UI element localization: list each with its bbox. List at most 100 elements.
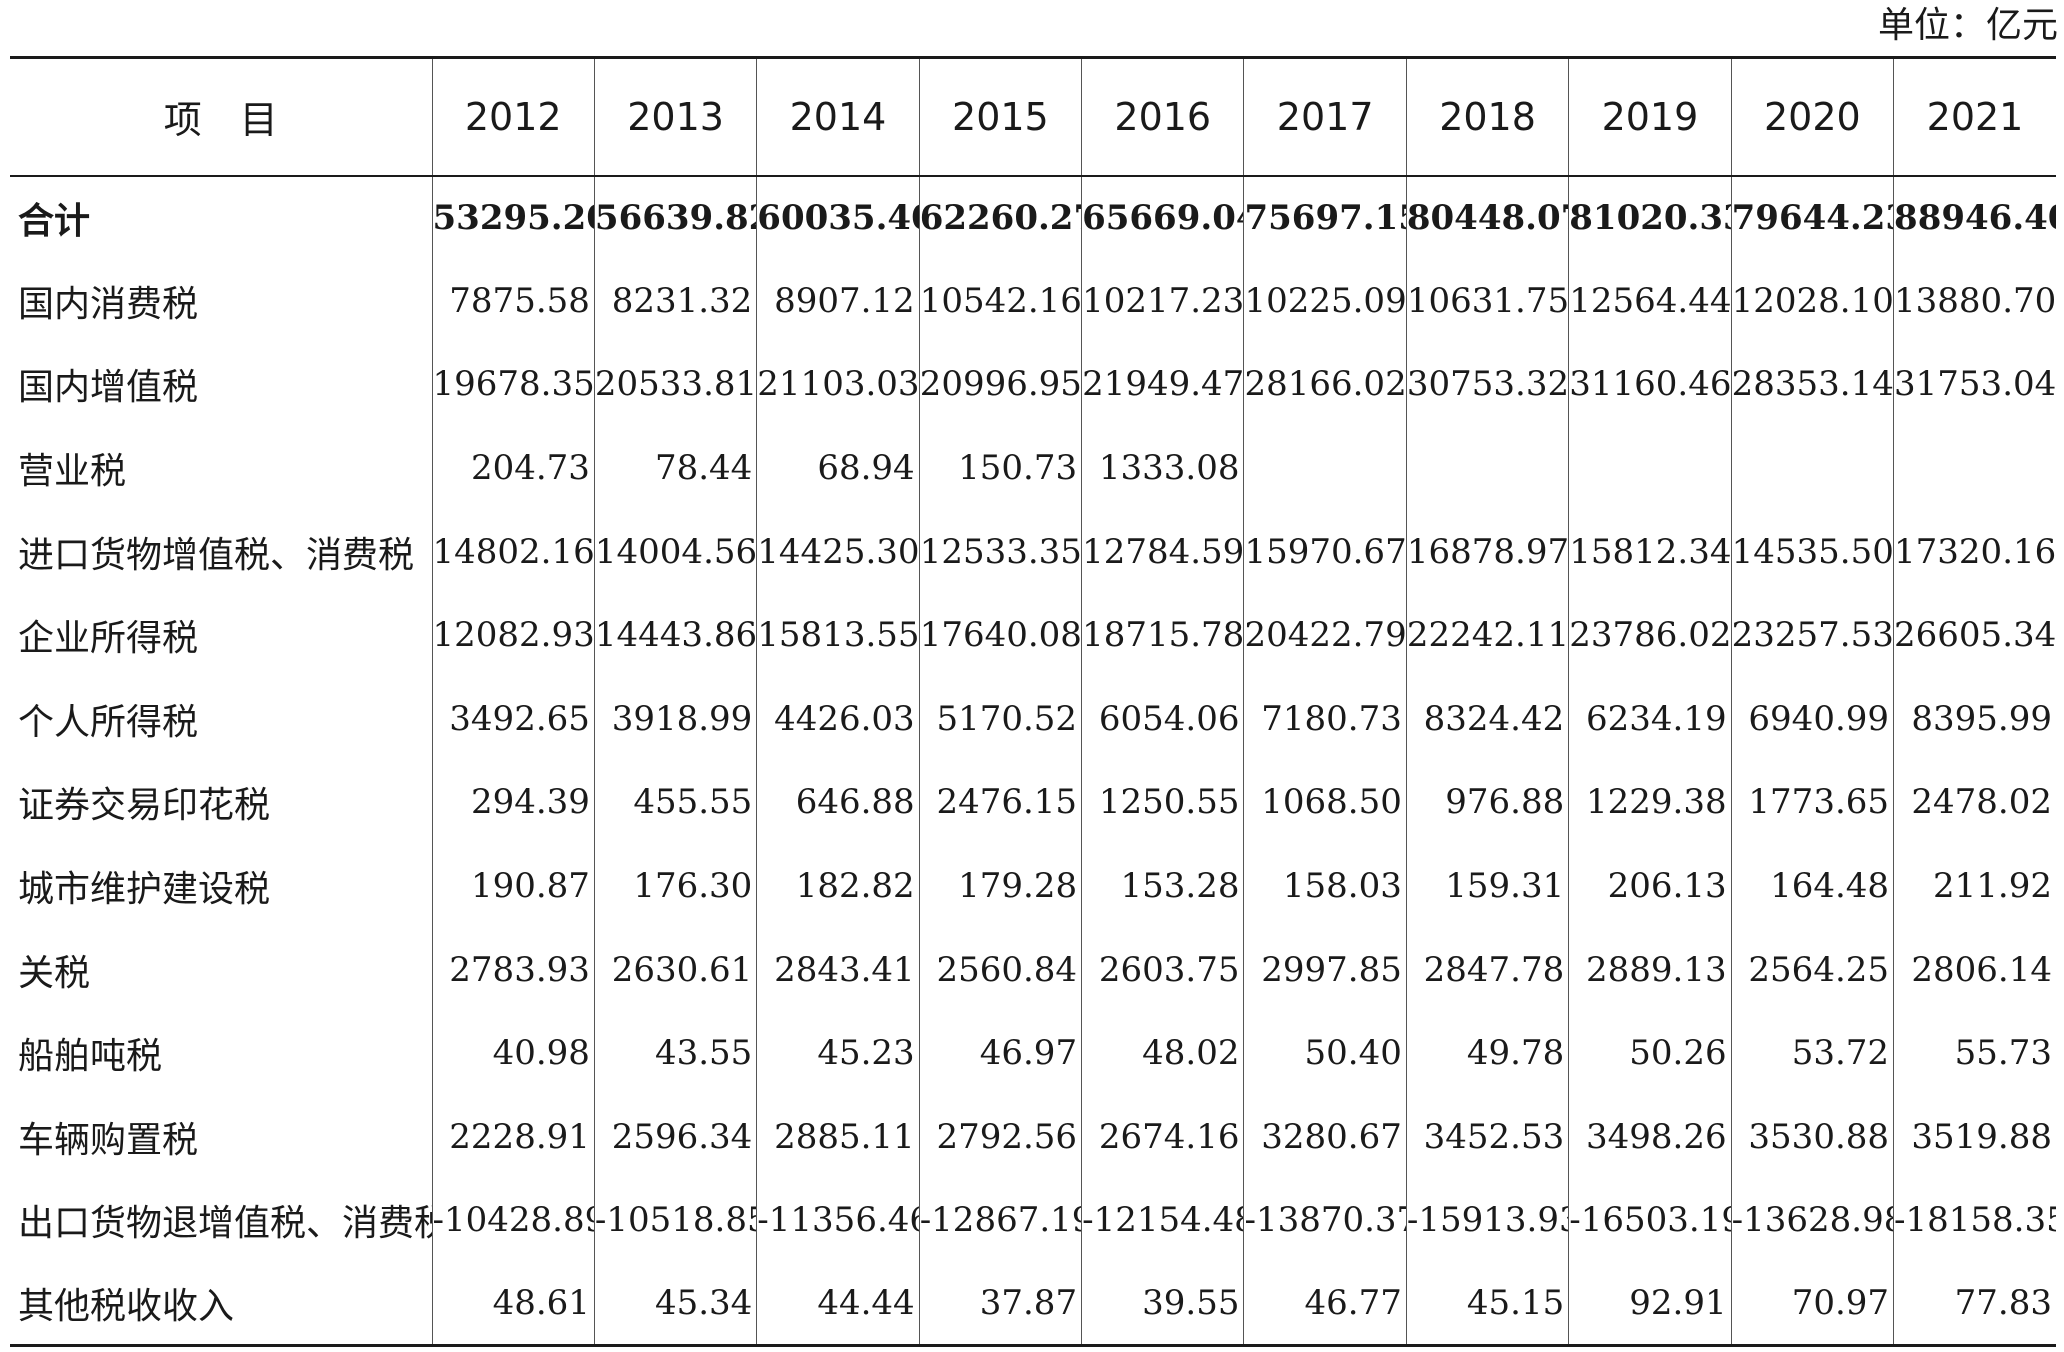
cell-value: 3452.53 — [1405, 1095, 1569, 1179]
cell-value: 1229.38 — [1568, 760, 1732, 845]
cell-value: 6054.06 — [1081, 677, 1244, 761]
row-label: 出口货物退增值税、消费税 — [18, 1203, 433, 1245]
cell-value: 10631.75 — [1405, 259, 1569, 343]
cell-value: 206.13 — [1568, 844, 1732, 928]
cell-value: 37.87 — [918, 1262, 1082, 1348]
header-year: 2014 — [756, 56, 920, 177]
cell-value: 70.97 — [1730, 1262, 1894, 1348]
cell-value: 182.82 — [756, 844, 920, 928]
table-row: 车辆购置税 2228.91 2596.34 2885.11 2792.56 2674.16… — [10, 1095, 2056, 1179]
cell-value: 15970.67 — [1243, 509, 1407, 594]
cell-value: 7875.58 — [431, 259, 595, 343]
cell-value: 1068.50 — [1243, 760, 1407, 845]
cell-value: 10225.09 — [1243, 259, 1407, 343]
cell-value: 2560.84 — [918, 927, 1082, 1012]
cell-value: 10217.23 — [1081, 259, 1244, 343]
table-row: 出口货物退增值税、消费税 -10428.89 -10518.85 -11356.46-… — [10, 1178, 2056, 1263]
cell-value: 2847.78 — [1405, 927, 1569, 1012]
cell-value: 2478.02 — [1893, 760, 2056, 845]
cell-value: 50.26 — [1568, 1011, 1732, 1096]
cell-value: 21949.47 — [1081, 342, 1244, 427]
cell-value: 159.31 — [1405, 844, 1569, 928]
cell-value: 2564.25 — [1730, 927, 1894, 1012]
row-label: 进口货物增值税、消费税 — [18, 534, 415, 576]
table-row: 进口货物增值税、消费税 14802.16 14004.56 14425.30 12533… — [10, 509, 2056, 594]
cell-value: 75697.15 — [1243, 175, 1407, 260]
row-label: 企业所得税 — [18, 618, 199, 660]
cell-value: 20996.95 — [918, 342, 1082, 427]
row-label: 营业税 — [18, 451, 127, 493]
cell-value: 8907.12 — [756, 259, 920, 343]
cell-value: 455.55 — [593, 760, 757, 845]
cell-value: 6940.99 — [1730, 677, 1894, 761]
cell-value: 12028.10 — [1730, 259, 1894, 343]
cell-value: 20533.81 — [593, 342, 757, 427]
cell-value: -15913.93 — [1405, 1178, 1569, 1263]
table-row: 其他税收收入 48.61 45.34 44.44 37.87 39.55 46.77 45.1… — [10, 1262, 2056, 1348]
header-year: 2017 — [1243, 56, 1407, 177]
header-year: 2018 — [1405, 56, 1569, 177]
cell-value: 204.73 — [431, 426, 595, 510]
header-year: 2012 — [431, 56, 595, 177]
cell-value: -10518.85 — [593, 1178, 757, 1263]
cell-value: -10428.89 — [431, 1178, 595, 1263]
cell-value: 2476.15 — [918, 760, 1082, 845]
cell-value: 2806.14 — [1893, 927, 2056, 1012]
cell-value: 2783.93 — [431, 927, 595, 1012]
cell-value: 8395.99 — [1893, 677, 2056, 761]
cell-value: 81020.33 — [1568, 175, 1732, 260]
cell-value: 56639.82 — [593, 175, 757, 260]
cell-value: 15812.34 — [1568, 509, 1732, 594]
cell-value: 19678.35 — [431, 342, 595, 427]
cell-value: -12154.48 — [1081, 1178, 1244, 1263]
cell-value: 45.34 — [593, 1262, 757, 1348]
cell-value: 77.83 — [1893, 1262, 2056, 1348]
cell-value: 976.88 — [1405, 760, 1569, 845]
cell-value — [1405, 426, 1569, 510]
cell-value: 14802.16 — [431, 509, 595, 594]
cell-value: 46.97 — [918, 1011, 1082, 1096]
row-label: 车辆购置税 — [18, 1119, 199, 1161]
row-label: 城市维护建设税 — [18, 869, 271, 911]
cell-value: 2843.41 — [756, 927, 920, 1012]
table-row: 国内增值税 19678.35 20533.81 21103.03 20996.95 219… — [10, 342, 2056, 427]
cell-value: 18715.78 — [1081, 593, 1244, 678]
header-year: 2015 — [918, 56, 1082, 177]
cell-value: 1773.65 — [1730, 760, 1894, 845]
cell-value: 3519.88 — [1893, 1095, 2056, 1179]
cell-value: 50.40 — [1243, 1011, 1407, 1096]
cell-value: 3918.99 — [593, 677, 757, 761]
cell-value: 31160.46 — [1568, 342, 1732, 427]
cell-value: 17640.08 — [918, 593, 1082, 678]
cell-value: 294.39 — [431, 760, 595, 845]
table-header-row: 项 目 2012 2013 2014 2015 2016 2017 2018 2… — [10, 56, 2056, 177]
cell-value: 40.98 — [431, 1011, 595, 1096]
table-row: 关税 2783.93 2630.61 2843.41 2560.84 2603.75 299… — [10, 927, 2056, 1012]
cell-value: 8231.32 — [593, 259, 757, 343]
cell-value: 65669.04 — [1081, 175, 1244, 260]
cell-value — [1568, 426, 1732, 510]
cell-value: 211.92 — [1893, 844, 2056, 928]
cell-value: 153.28 — [1081, 844, 1244, 928]
cell-value: 23786.02 — [1568, 593, 1732, 678]
cell-value: -12867.19 — [918, 1178, 1082, 1263]
cell-value: 26605.34 — [1893, 593, 2056, 678]
table-row: 船舶吨税 40.98 43.55 45.23 46.97 48.02 50.40 49.78 5… — [10, 1011, 2056, 1096]
cell-value: 21103.03 — [756, 342, 920, 427]
cell-value: 2997.85 — [1243, 927, 1407, 1012]
cell-value: 22242.11 — [1405, 593, 1569, 678]
cell-value: 48.61 — [431, 1262, 595, 1348]
cell-value: 44.44 — [756, 1262, 920, 1348]
cell-value: 3498.26 — [1568, 1095, 1732, 1179]
table-row: 城市维护建设税 190.87 176.30 182.82 179.28 153.28 158… — [10, 844, 2056, 928]
cell-value: 53.72 — [1730, 1011, 1894, 1096]
row-label: 个人所得税 — [18, 701, 199, 743]
cell-value: 12082.93 — [431, 593, 595, 678]
cell-value: 5170.52 — [918, 677, 1082, 761]
cell-value: 2228.91 — [431, 1095, 595, 1179]
cell-value: 7180.73 — [1243, 677, 1407, 761]
cell-value: 28166.02 — [1243, 342, 1407, 427]
cell-value: 646.88 — [756, 760, 920, 845]
cell-value: 60035.40 — [756, 175, 920, 260]
row-label: 船舶吨税 — [18, 1036, 163, 1078]
